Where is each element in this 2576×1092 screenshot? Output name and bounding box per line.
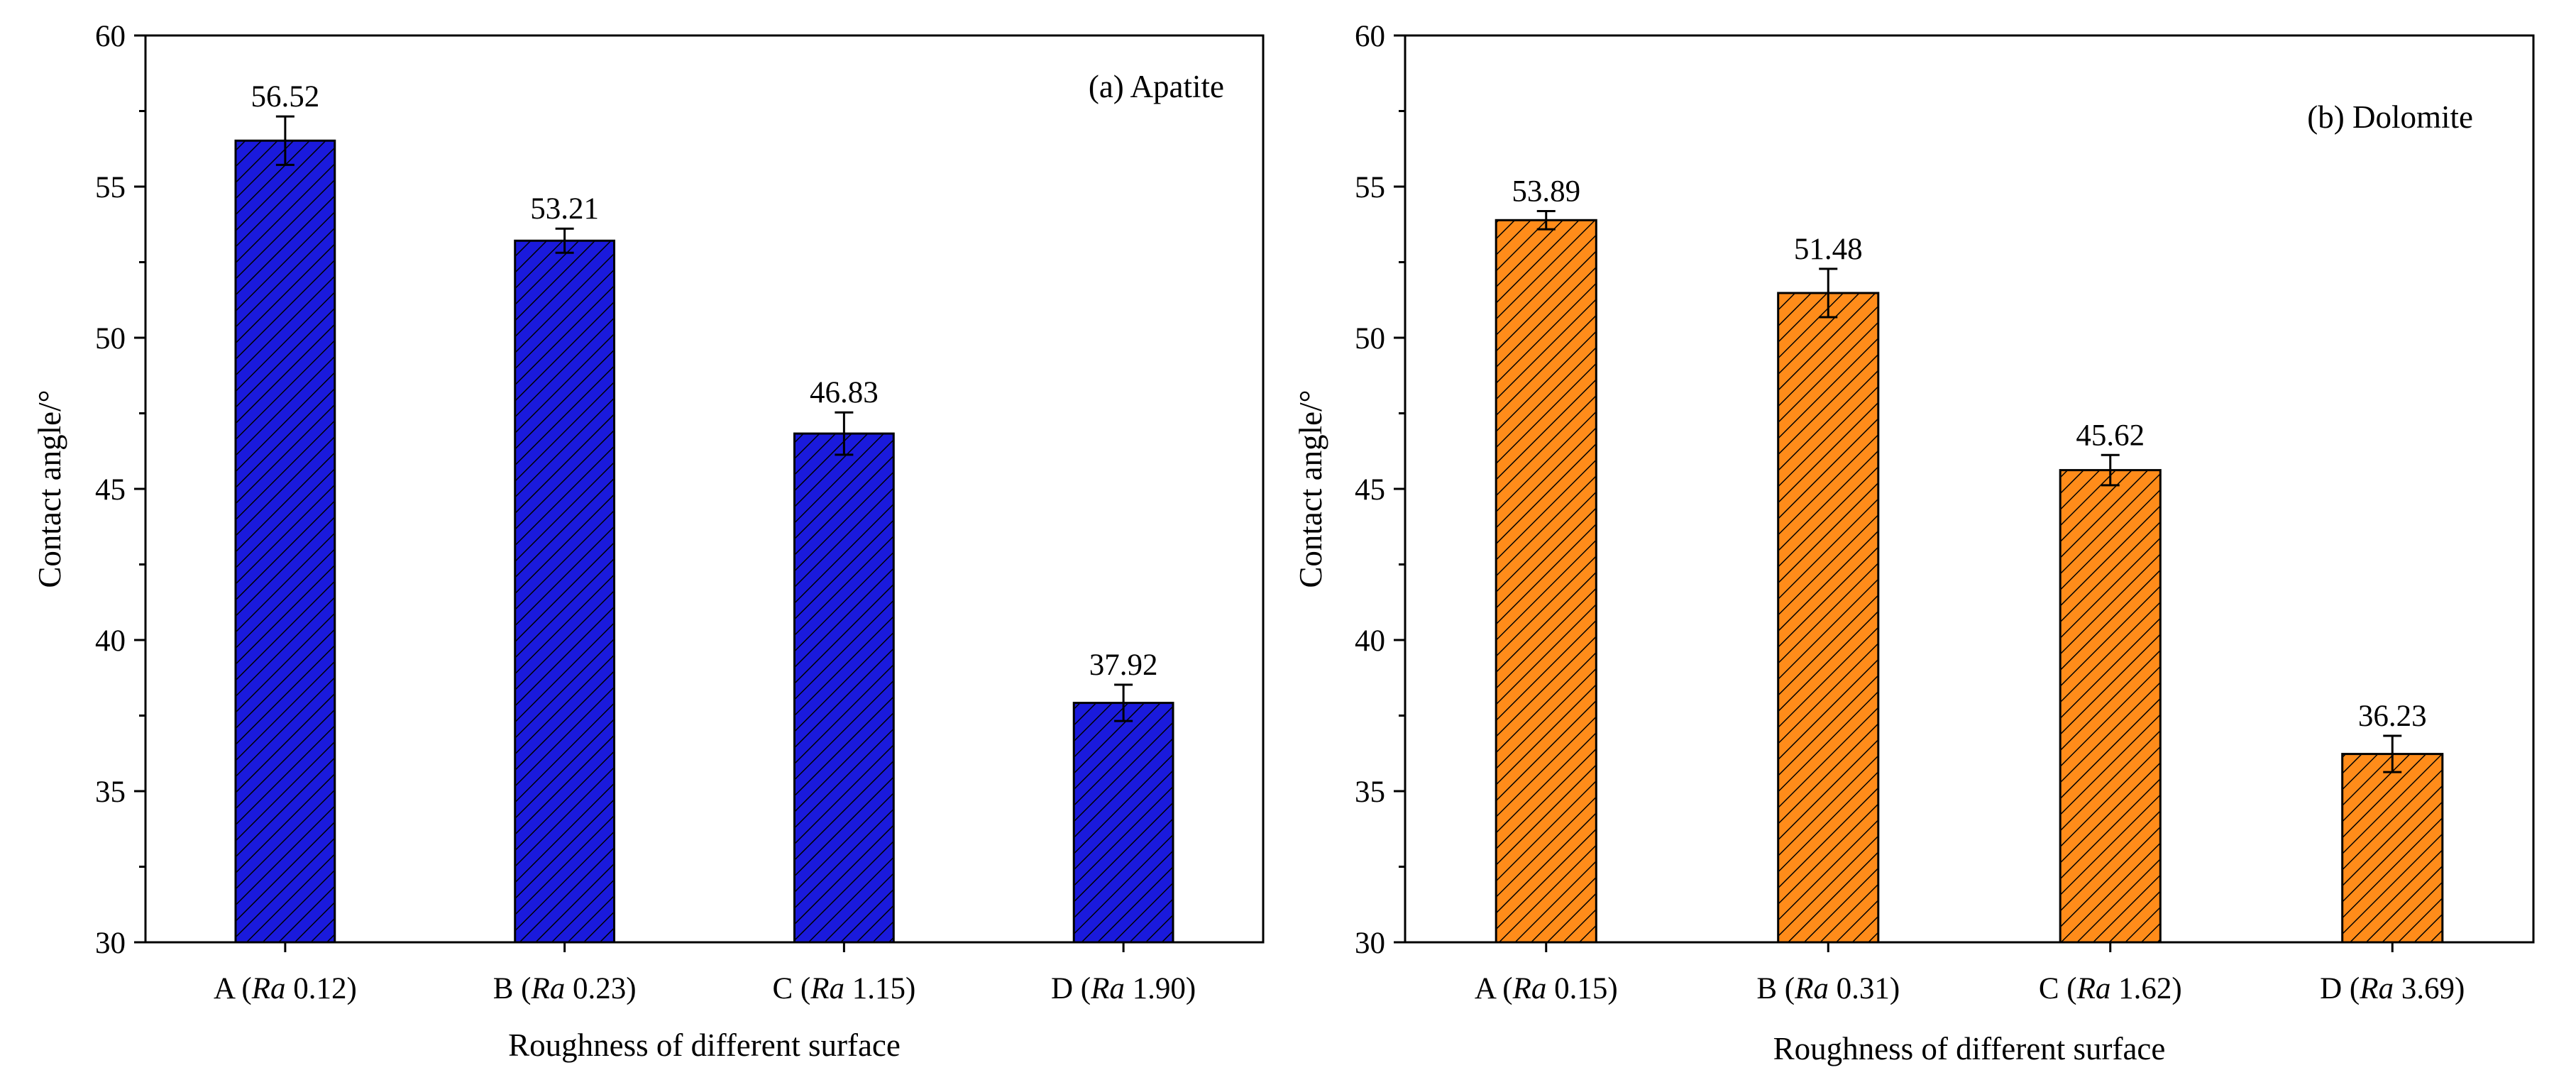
data-label: 53.89 [1512, 175, 1580, 209]
x-tick-label: D (Ra 1.90) [1051, 972, 1196, 1005]
x-tick-label: C (Ra 1.62) [2039, 972, 2182, 1005]
y-tick-label: 60 [95, 20, 126, 53]
y-tick-label: 55 [1355, 171, 1385, 204]
y-tick-label: 50 [1355, 322, 1385, 355]
y-tick-label: 40 [95, 624, 126, 658]
data-label: 53.21 [530, 192, 599, 226]
y-axis-title: Contact angle/° [1293, 390, 1328, 588]
chart-panel-apatite: 56.52 A (Ra 0.12) 53.21 B (Ra 0.23) 46.83 C (… [32, 20, 1265, 1063]
x-axis-title: Roughness of different surface [1773, 1031, 2166, 1066]
x-tick-label: A (Ra 0.12) [214, 972, 357, 1005]
bar-hatch [1495, 219, 1597, 944]
chart-panel-dolomite: 53.89 A (Ra 0.15) 51.48 B (Ra 0.31) 45.62 C (… [1293, 20, 2535, 1066]
panel-title: (a) Apatite [1089, 69, 1224, 104]
y-tick-label: 55 [95, 171, 126, 204]
bar-hatch [514, 239, 616, 944]
x-tick-label: A (Ra 0.15) [1475, 972, 1618, 1005]
x-tick-label: B (Ra 0.31) [1756, 972, 1900, 1005]
data-label: 37.92 [1089, 649, 1158, 682]
data-label: 51.48 [1794, 233, 1863, 266]
y-tick-label: 40 [1355, 624, 1385, 658]
y-tick-label: 30 [95, 927, 126, 960]
y-tick-label: 45 [95, 473, 126, 507]
y-tick-label: 45 [1355, 473, 1385, 507]
x-tick-label: D (Ra 3.69) [2320, 972, 2465, 1005]
bar-hatch [1777, 292, 1880, 944]
bar-hatch [2059, 469, 2162, 944]
bar-hatch [793, 432, 895, 944]
bar-hatch [1072, 702, 1174, 944]
panel-title: (b) Dolomite [2307, 99, 2473, 135]
data-label: 36.23 [2358, 700, 2427, 733]
x-axis-title: Roughness of different surface [508, 1027, 901, 1063]
y-tick-label: 35 [1355, 776, 1385, 809]
y-tick-label: 30 [1355, 927, 1385, 960]
data-label: 45.62 [2076, 419, 2145, 452]
y-axis-title: Contact angle/° [32, 390, 67, 588]
bar-hatch [234, 139, 336, 944]
y-tick-label: 60 [1355, 20, 1385, 53]
data-label: 46.83 [810, 376, 879, 409]
y-tick-label: 50 [95, 322, 126, 355]
x-tick-label: C (Ra 1.15) [772, 972, 915, 1005]
data-label: 56.52 [251, 80, 320, 114]
y-tick-label: 35 [95, 776, 126, 809]
bar-hatch [2341, 753, 2444, 944]
x-tick-label: B (Ra 0.23) [493, 972, 637, 1005]
